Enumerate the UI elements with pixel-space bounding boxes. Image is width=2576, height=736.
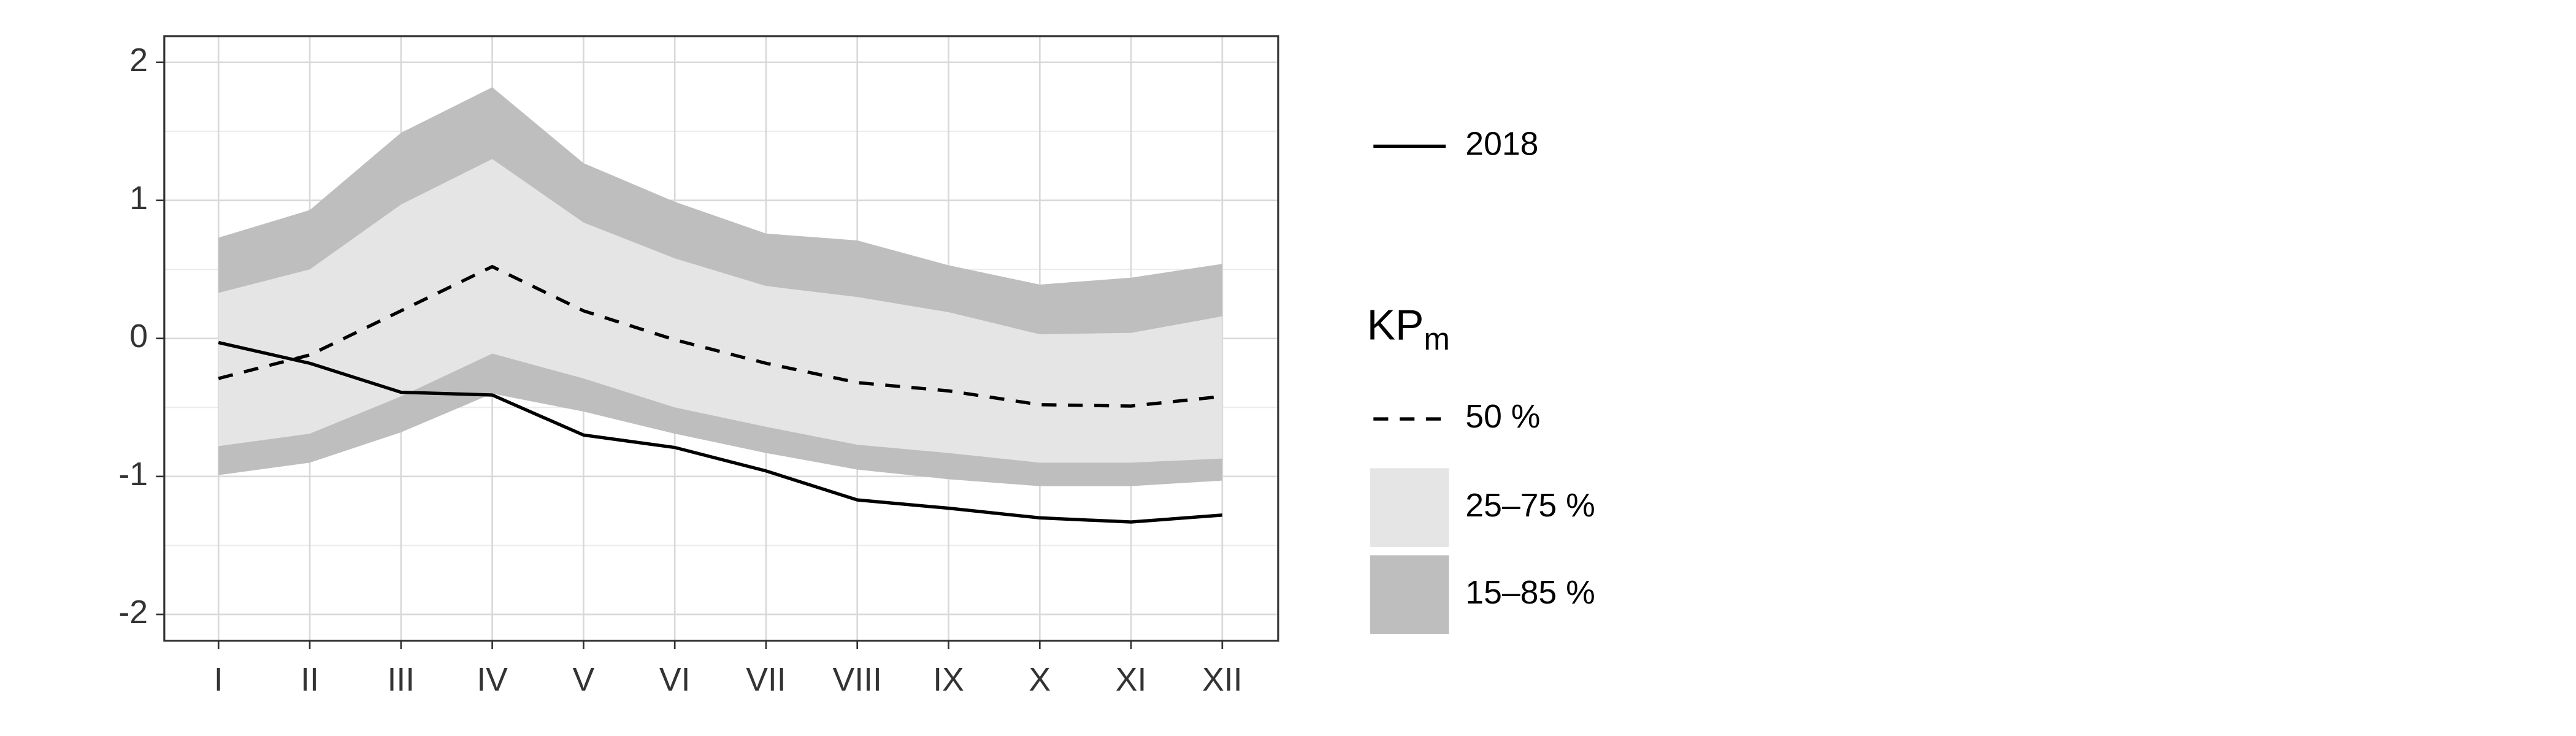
legend-label: 2018 <box>1465 126 1538 163</box>
x-tick-label: VIII <box>833 662 882 698</box>
x-tick-label: X <box>1029 662 1051 698</box>
line <box>218 340 1223 524</box>
y-tick-label: 0 <box>129 318 148 355</box>
y-tick-label: -1 <box>118 456 148 493</box>
legend-title: KPm <box>1367 301 1450 356</box>
x-tick-label: V <box>573 662 595 698</box>
legend-label: 15–85 % <box>1465 575 1595 611</box>
legend-key <box>1370 468 1449 547</box>
y-tick-label: 1 <box>129 180 148 217</box>
x-tick-label: VI <box>659 662 691 698</box>
legend-label: 25–75 % <box>1465 488 1595 524</box>
x-tick-label: VII <box>746 662 786 698</box>
legend-label: 50 % <box>1465 399 1540 435</box>
legend-key <box>1370 555 1449 634</box>
x-tick-label: III <box>387 662 415 698</box>
band <box>218 159 1222 463</box>
x-tick-label: II <box>301 662 319 698</box>
x-tick-label: IV <box>477 662 508 698</box>
legend-title-main: KP <box>1367 301 1424 349</box>
panel-border <box>163 35 1279 642</box>
x-tick-label: IX <box>933 662 964 698</box>
legend-title-subscript: m <box>1424 322 1449 357</box>
x-tick-label: XI <box>1116 662 1147 698</box>
y-tick-label: -2 <box>118 594 148 631</box>
line <box>218 264 1223 408</box>
x-tick-label: I <box>214 662 223 698</box>
y-tick-label: 2 <box>129 42 148 79</box>
x-tick-label: XII <box>1202 662 1242 698</box>
